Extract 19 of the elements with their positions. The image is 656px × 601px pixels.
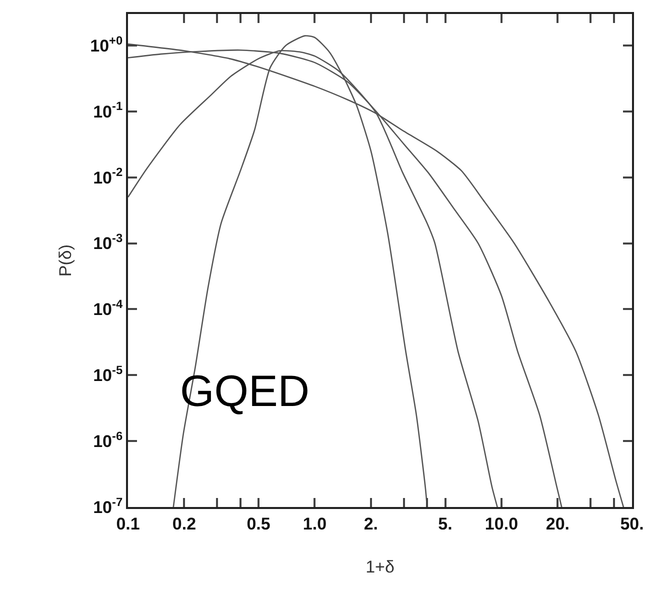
y-tick-label: 10$^{-4}$ — [93, 297, 123, 320]
x-tick-label: 5. — [438, 514, 452, 534]
y-tick-label: 10$^{-6}$ — [93, 428, 123, 452]
y-tick-label: 10$^{-2}$ — [93, 165, 123, 188]
y-axis-title: P(δ) — [56, 244, 76, 277]
x-tick-label: 0.2 — [172, 514, 196, 534]
y-tick-label: 10$^{-7}$ — [93, 494, 123, 517]
x-tick-label: 0.1 — [116, 514, 140, 534]
y-tick-label: 10$^{-1}$ — [93, 99, 123, 122]
x-tick-label: 2. — [364, 514, 378, 534]
x-tick-label: 0.5 — [246, 514, 270, 534]
x-axis-title: 1+δ — [366, 557, 394, 576]
x-tick-label: 50. — [620, 514, 644, 534]
x-tick-label: 10.0 — [484, 514, 518, 534]
y-tick-label: 10$^{-3}$ — [93, 231, 123, 254]
x-tick-label: 20. — [546, 514, 570, 534]
y-tick-label: 10$^{+0}$ — [90, 33, 123, 56]
y-tick-label: 10$^{-5}$ — [93, 362, 123, 386]
x-tick-label: 1.0 — [302, 514, 327, 534]
